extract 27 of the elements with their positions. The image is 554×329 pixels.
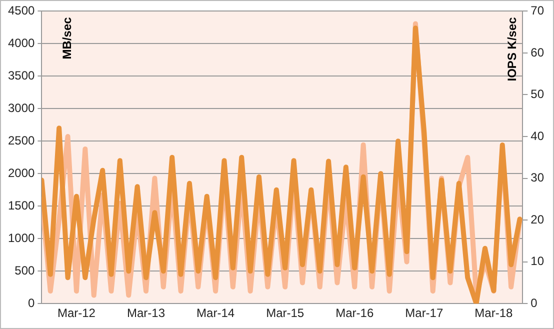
y-tick-label: 3500 bbox=[8, 68, 36, 82]
y2-axis-title: IOPS K/sec bbox=[504, 16, 519, 82]
x-tick-label: Mar-18 bbox=[474, 306, 514, 320]
y2-tick-label: 20 bbox=[530, 212, 544, 226]
y-tick-label: 1500 bbox=[8, 198, 36, 212]
y-tick-label: 2000 bbox=[8, 166, 36, 180]
y2-tick-label: 50 bbox=[530, 87, 544, 102]
y2-tick-label: 60 bbox=[530, 45, 544, 60]
y2-tick-label: 40 bbox=[530, 128, 544, 143]
y-tick-label: 4500 bbox=[8, 4, 36, 18]
y2-tick-label: 0 bbox=[530, 296, 538, 310]
x-tick-label: Mar-16 bbox=[336, 306, 374, 320]
x-tick-label: Mar-15 bbox=[266, 306, 304, 320]
y-tick-label: 3000 bbox=[8, 100, 36, 115]
y-tick-label: 500 bbox=[14, 263, 36, 278]
y-tick-label: 4000 bbox=[8, 36, 36, 50]
x-tick-label: Mar-14 bbox=[196, 306, 235, 320]
x-tick-label: Mar-13 bbox=[126, 306, 166, 320]
x-tick-label: Mar-12 bbox=[57, 306, 96, 320]
y2-tick-label: 70 bbox=[530, 4, 544, 18]
y-axis-title: MB/sec bbox=[60, 16, 74, 60]
y-tick-label: 2500 bbox=[8, 133, 36, 148]
x-tick-label: Mar-17 bbox=[405, 306, 444, 320]
y-tick-label: 1000 bbox=[8, 230, 36, 245]
y2-tick-label: 10 bbox=[530, 254, 544, 268]
y-tick-label: 0 bbox=[28, 296, 36, 310]
y2-tick-label: 30 bbox=[530, 170, 544, 185]
